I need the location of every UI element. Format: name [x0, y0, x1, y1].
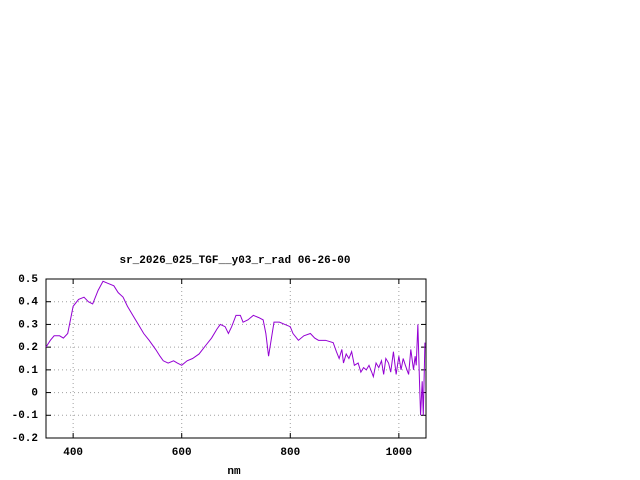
y-tick-label: -0.2	[12, 433, 38, 445]
plot-border	[45, 278, 427, 439]
y-tick-label: 0.2	[18, 342, 38, 354]
data-line	[45, 280, 426, 416]
y-tick-label: 0.5	[18, 274, 38, 286]
x-tick-label: 400	[63, 447, 83, 459]
y-tick-label: -0.1	[12, 410, 39, 422]
x-axis-label: nm	[227, 466, 241, 478]
y-tick-label: 0.1	[18, 365, 38, 377]
chart-title: sr_2026_025_TGF__y03_r_rad 06-26-00	[119, 255, 350, 267]
y-tick-label: 0.3	[18, 319, 38, 331]
x-tick-label: 800	[280, 447, 300, 459]
x-tick-label: 600	[172, 447, 192, 459]
y-tick-label: 0.4	[18, 297, 38, 309]
x-tick-label: 1000	[386, 447, 412, 459]
y-tick-label: 0	[31, 387, 38, 399]
